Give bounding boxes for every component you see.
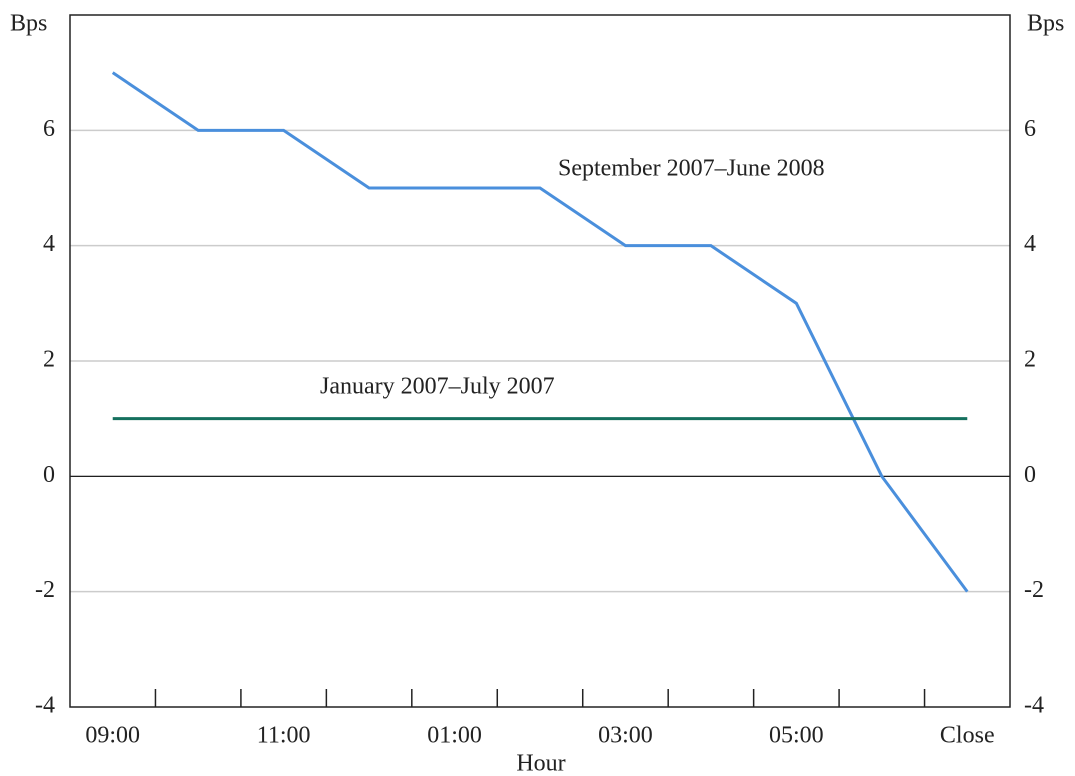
y2-tick-label: 4 [1024, 231, 1036, 257]
x-tick-label: 09:00 [85, 723, 140, 749]
x-tick-label: 11:00 [257, 723, 311, 749]
x-axis-label: Hour [516, 751, 565, 776]
y-tick-label: 2 [43, 347, 55, 373]
plot-frame [69, 14, 1011, 708]
y-tick-label: -2 [35, 577, 55, 603]
x-tick-label: Close [940, 723, 995, 749]
y-tick-label: 0 [43, 462, 55, 488]
y-tick-label: -4 [35, 693, 55, 719]
series-label: January 2007–July 2007 [320, 374, 555, 400]
y2-tick-label: 2 [1024, 347, 1036, 373]
y2-tick-label: -4 [1024, 693, 1044, 719]
y-axis-label: Bps [10, 11, 47, 37]
y2-tick-label: 0 [1024, 462, 1036, 488]
series-line [111, 71, 969, 593]
x-tick-label: 03:00 [598, 723, 653, 749]
y2-tick-label: 6 [1024, 116, 1036, 142]
series-label: September 2007–June 2008 [558, 156, 825, 182]
y2-tick-label: -2 [1024, 577, 1044, 603]
x-tick-label: 05:00 [769, 723, 824, 749]
x-tick-label: 01:00 [427, 723, 482, 749]
y2-axis-label: Bps [1027, 11, 1064, 37]
y-tick-label: 4 [43, 231, 55, 257]
y-tick-label: 6 [43, 116, 55, 142]
